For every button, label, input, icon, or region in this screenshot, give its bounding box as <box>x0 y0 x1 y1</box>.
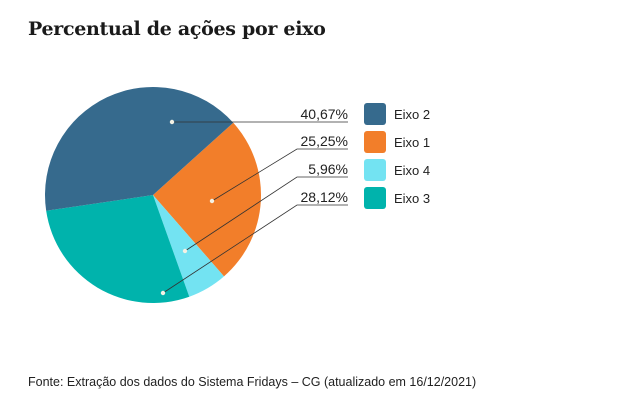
leader-dot <box>169 119 175 125</box>
legend-label: Eixo 1 <box>394 134 431 150</box>
leader-dot <box>209 198 215 204</box>
pie-slice-eixo-1 <box>153 122 261 277</box>
legend-swatch <box>364 159 386 181</box>
pie-slice-eixo-2 <box>45 86 234 211</box>
legend-label: Eixo 4 <box>394 162 431 178</box>
data-label: 25,25% <box>301 133 348 149</box>
data-label: 40,67% <box>301 106 348 122</box>
data-label: 28,12% <box>301 189 348 205</box>
legend-item: Eixo 3 <box>364 187 430 209</box>
legend-label: Eixo 2 <box>394 106 431 122</box>
leader-line <box>211 148 348 202</box>
pie-slice-eixo-4 <box>153 195 224 297</box>
chart-title: Percentual de ações por eixo <box>28 18 326 40</box>
legend-label: Eixo 3 <box>394 190 431 206</box>
legend-swatch <box>364 187 386 209</box>
leader-dot <box>182 248 188 254</box>
leader-line <box>162 204 348 294</box>
pie-slice-eixo-3 <box>46 195 190 304</box>
legend-swatch <box>364 103 386 125</box>
data-label: 5,96% <box>308 161 348 177</box>
legend-swatch <box>364 131 386 153</box>
leader-dot <box>160 290 166 296</box>
legend-item: Eixo 1 <box>364 131 430 153</box>
legend-item: Eixo 2 <box>364 103 430 125</box>
legend-item: Eixo 4 <box>364 159 430 181</box>
source-note: Fonte: Extração dos dados do Sistema Fri… <box>28 375 477 389</box>
leader-line <box>184 176 348 252</box>
